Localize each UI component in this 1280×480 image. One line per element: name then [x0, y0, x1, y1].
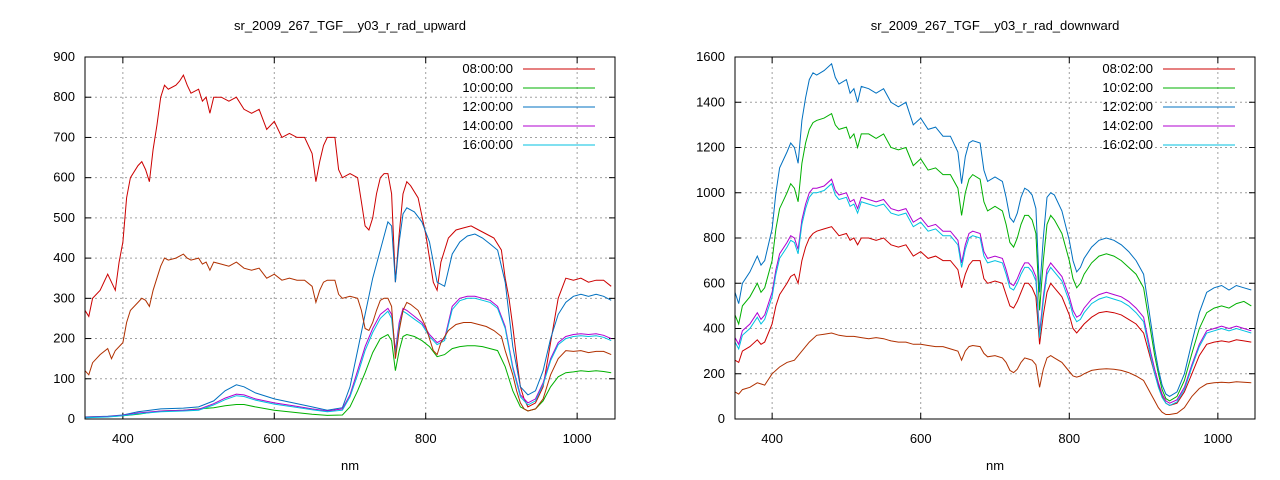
y-tick-label: 400 — [53, 250, 75, 265]
x-tick-label: 400 — [112, 431, 134, 446]
legend-label: 10:00:00 — [462, 80, 513, 95]
legend-label: 12:00:00 — [462, 99, 513, 114]
legend-label: 12:02:00 — [1102, 99, 1153, 114]
plot-frame — [734, 56, 1256, 420]
x-tick-label: 1000 — [1203, 431, 1232, 446]
y-tick-label: 0 — [68, 411, 75, 426]
y-tick-label: 1200 — [696, 140, 725, 155]
y-tick-label: 300 — [53, 290, 75, 305]
series-line-16-00-00 — [85, 297, 612, 419]
y-tick-label: 800 — [53, 89, 75, 104]
y-tick-label: 500 — [53, 210, 75, 225]
series-line-10-00-00 — [85, 333, 612, 418]
x-tick-label: 800 — [1058, 431, 1080, 446]
series-line-unlabeled-5 — [85, 253, 612, 412]
chart-title: sr_2009_267_TGF__y03_r_rad_upward — [234, 18, 466, 33]
x-tick-label: 800 — [415, 431, 437, 446]
y-tick-label: 800 — [703, 230, 725, 245]
x-tick-label: 1000 — [563, 431, 592, 446]
series-line-16-02-00 — [735, 182, 1252, 406]
chart-title: sr_2009_267_TGF__y03_r_rad_downward — [871, 18, 1120, 33]
legend-label: 08:02:00 — [1102, 61, 1153, 76]
series-line-08-02-00 — [735, 226, 1252, 406]
y-tick-label: 1000 — [696, 185, 725, 200]
y-tick-label: 400 — [703, 321, 725, 336]
legend-label: 14:00:00 — [462, 118, 513, 133]
series-line-12-02-00 — [735, 62, 1252, 397]
legend-label: 10:02:00 — [1102, 80, 1153, 95]
plot-frame — [84, 56, 616, 420]
x-tick-label: 400 — [761, 431, 783, 446]
y-tick-label: 1600 — [696, 49, 725, 64]
y-tick-label: 600 — [53, 170, 75, 185]
x-axis-label: nm — [341, 458, 359, 473]
legend-label: 16:02:00 — [1102, 137, 1153, 152]
y-tick-label: 200 — [703, 366, 725, 381]
y-tick-label: 100 — [53, 371, 75, 386]
y-tick-label: 0 — [718, 411, 725, 426]
y-tick-label: 700 — [53, 129, 75, 144]
downward-radiance-chart: sr_2009_267_TGF__y03_r_rad_downward 0 200 4… — [696, 18, 1256, 473]
x-tick-label: 600 — [910, 431, 932, 446]
y-tick-label: 900 — [53, 49, 75, 64]
series-line-14-00-00 — [85, 295, 612, 418]
y-tick-label: 600 — [703, 275, 725, 290]
series-line-unlabeled-5 — [735, 332, 1252, 415]
upward-radiance-chart: sr_2009_267_TGF__y03_r_rad_upward 0 100 200… — [53, 18, 616, 473]
legend-label: 16:00:00 — [462, 137, 513, 152]
series-line-14-02-00 — [735, 178, 1252, 404]
y-tick-label: 200 — [53, 331, 75, 346]
series-line-12-00-00 — [85, 207, 612, 418]
legend-label: 14:02:00 — [1102, 118, 1153, 133]
x-tick-label: 600 — [263, 431, 285, 446]
y-tick-label: 1400 — [696, 94, 725, 109]
series-line-08-00-00 — [85, 73, 612, 408]
legend-label: 08:00:00 — [462, 61, 513, 76]
x-axis-label: nm — [986, 458, 1004, 473]
series-line-10-02-00 — [735, 112, 1252, 402]
